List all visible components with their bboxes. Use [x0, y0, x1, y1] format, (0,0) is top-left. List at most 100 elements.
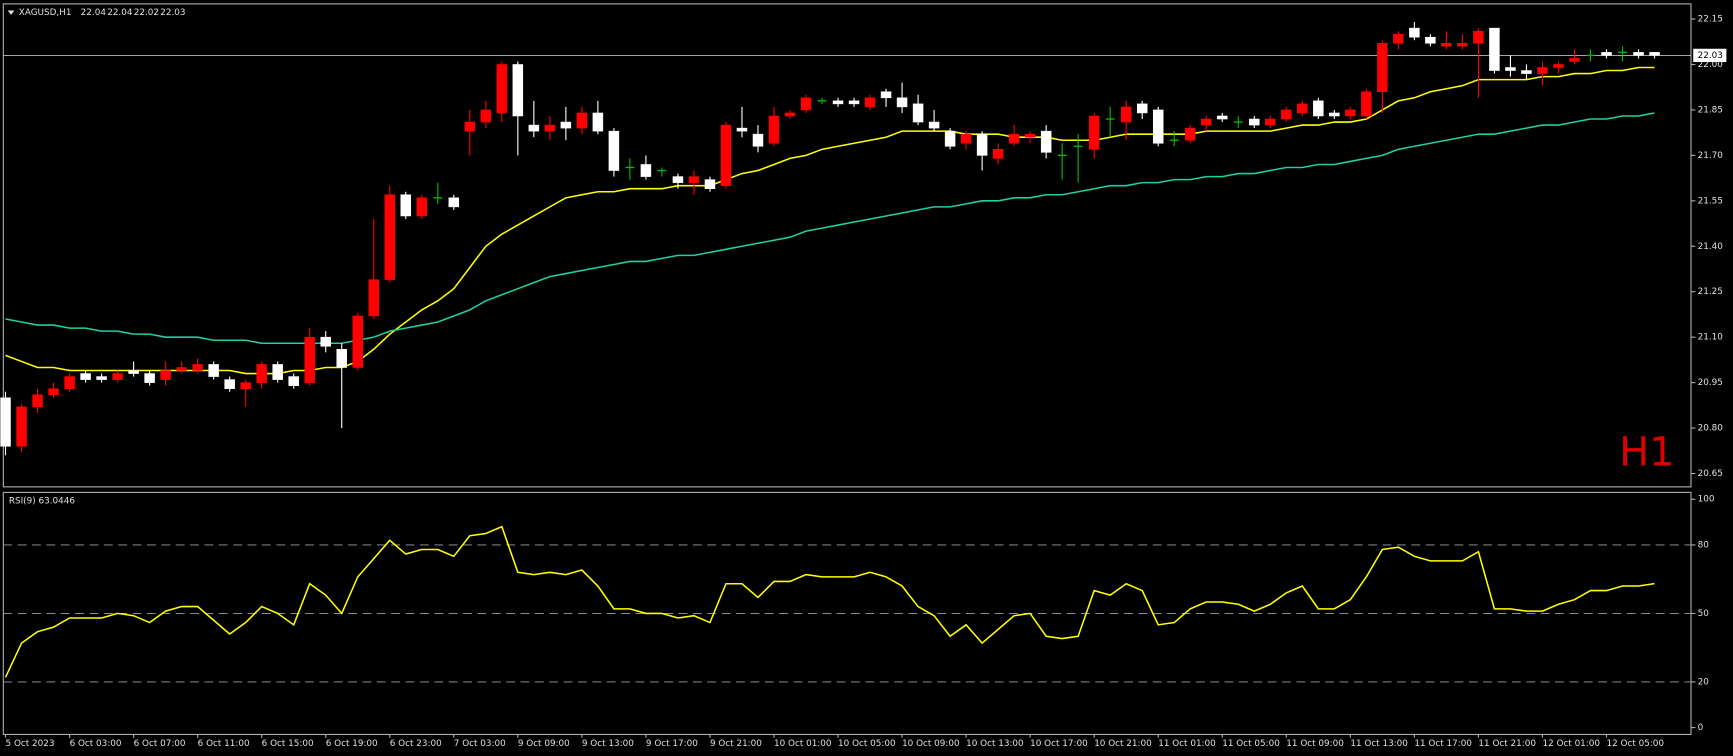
- x-tick-label: 10 Oct 05:00: [838, 739, 896, 749]
- candle-body: [208, 364, 219, 377]
- header-close: 22.03: [160, 8, 185, 18]
- x-tick-label: 11 Oct 05:00: [1222, 739, 1280, 749]
- candle-body: [400, 194, 412, 217]
- candle-body: [1281, 109, 1292, 120]
- candle-body: [1008, 133, 1020, 144]
- candle-body: [528, 124, 540, 132]
- candle-body: [1377, 42, 1388, 93]
- candle-body: [1329, 112, 1340, 117]
- candle-body: [448, 197, 460, 208]
- candle-body: [272, 364, 283, 380]
- candle-body: [16, 406, 27, 447]
- candle-body: [1649, 52, 1660, 56]
- y-tick-label: 22.15: [1698, 15, 1723, 25]
- candle-body: [368, 279, 379, 317]
- candle-body: [352, 315, 363, 368]
- candle-body: [608, 130, 620, 171]
- candle-body: [480, 109, 492, 123]
- candle-body: [1184, 127, 1196, 141]
- candle-body: [640, 164, 652, 177]
- candle-body: [1120, 106, 1132, 123]
- x-tick-label: 6 Oct 07:00: [134, 739, 186, 749]
- candle-body: [848, 100, 860, 105]
- candle-body: [1601, 52, 1612, 56]
- candle-body: [976, 133, 988, 156]
- x-tick-label: 10 Oct 09:00: [902, 739, 960, 749]
- candle-body: [1217, 115, 1228, 120]
- candle-body: [48, 388, 59, 396]
- candle-body: [992, 149, 1004, 159]
- candle-body: [864, 97, 876, 108]
- candle-body: [1521, 70, 1532, 74]
- candle-body: [1633, 52, 1644, 56]
- x-tick-label: 10 Oct 01:00: [774, 739, 832, 749]
- current-price-label: 22.03: [1698, 51, 1723, 61]
- x-tick-label: 12 Oct 05:00: [1606, 739, 1664, 749]
- candle-body: [256, 364, 267, 383]
- candle-body: [1040, 130, 1052, 153]
- candle-body: [304, 336, 315, 383]
- candle-body: [1409, 27, 1420, 38]
- menu-triangle: [7, 10, 15, 15]
- x-tick-label: 10 Oct 17:00: [1030, 739, 1088, 749]
- candle-body: [912, 103, 924, 123]
- header-open: 22.04: [81, 8, 107, 18]
- candle-body: [1425, 36, 1436, 44]
- candle-body: [1457, 42, 1468, 47]
- y-tick-label: 20.65: [1698, 469, 1723, 479]
- candle-body: [880, 91, 892, 99]
- candle-body: [1537, 67, 1548, 74]
- y-tick-label: 21.85: [1698, 105, 1723, 115]
- candle-body: [832, 100, 844, 105]
- candle-body: [928, 121, 940, 129]
- timeframe-watermark: H1: [1619, 429, 1674, 475]
- candle-body: [1297, 103, 1308, 114]
- candle-body: [1553, 64, 1564, 68]
- candle-body: [1201, 118, 1212, 126]
- indicator-line: [4, 525, 1655, 678]
- candle-body: [64, 376, 75, 389]
- x-tick-label: 9 Oct 17:00: [646, 739, 698, 749]
- x-tick-label: 6 Oct 15:00: [262, 739, 314, 749]
- candle-body: [1441, 42, 1452, 47]
- candle-body: [416, 197, 428, 217]
- y-tick-label: 20.80: [1698, 424, 1724, 434]
- candle-body: [1393, 33, 1404, 44]
- y-tick-label: 100: [1698, 495, 1715, 505]
- y-tick-label: 21.40: [1698, 242, 1724, 252]
- symbol-title: XAGUSD,H1: [19, 8, 72, 18]
- candle-body: [1136, 103, 1148, 114]
- candle-body: [672, 176, 684, 183]
- candle-body: [752, 133, 764, 147]
- candle-body: [704, 179, 716, 189]
- candle-body: [960, 133, 972, 144]
- x-tick-label: 6 Oct 11:00: [198, 739, 250, 749]
- x-tick-label: 11 Oct 21:00: [1478, 739, 1536, 749]
- x-tick-label: 11 Oct 09:00: [1286, 739, 1344, 749]
- candle-body: [0, 397, 11, 447]
- candle-body: [736, 127, 748, 132]
- candle-body: [1489, 27, 1500, 71]
- candle-body: [224, 379, 235, 389]
- candle-body: [1473, 30, 1484, 44]
- candle-body: [1088, 115, 1100, 150]
- x-tick-label: 12 Oct 01:00: [1542, 739, 1600, 749]
- y-tick-label: 80: [1698, 540, 1710, 550]
- candle-body: [336, 349, 347, 368]
- indicator-line: [5, 112, 1655, 345]
- candle-body: [720, 124, 732, 186]
- candle-body: [1024, 133, 1036, 138]
- y-tick-label: 50: [1698, 609, 1710, 619]
- candle-body: [1345, 109, 1356, 117]
- x-tick-label: 9 Oct 21:00: [710, 739, 762, 749]
- candle-body: [944, 130, 956, 147]
- candle-body: [176, 367, 187, 371]
- x-tick-label: 9 Oct 13:00: [582, 739, 634, 749]
- x-tick-label: 10 Oct 21:00: [1094, 739, 1152, 749]
- y-tick-label: 21.70: [1698, 151, 1724, 161]
- x-tick-label: 6 Oct 03:00: [70, 739, 122, 749]
- x-tick-label: 11 Oct 01:00: [1158, 739, 1216, 749]
- y-tick-label: 21.25: [1698, 287, 1723, 297]
- current-price-box: [1693, 48, 1727, 63]
- x-tick-label: 10 Oct 13:00: [966, 739, 1024, 749]
